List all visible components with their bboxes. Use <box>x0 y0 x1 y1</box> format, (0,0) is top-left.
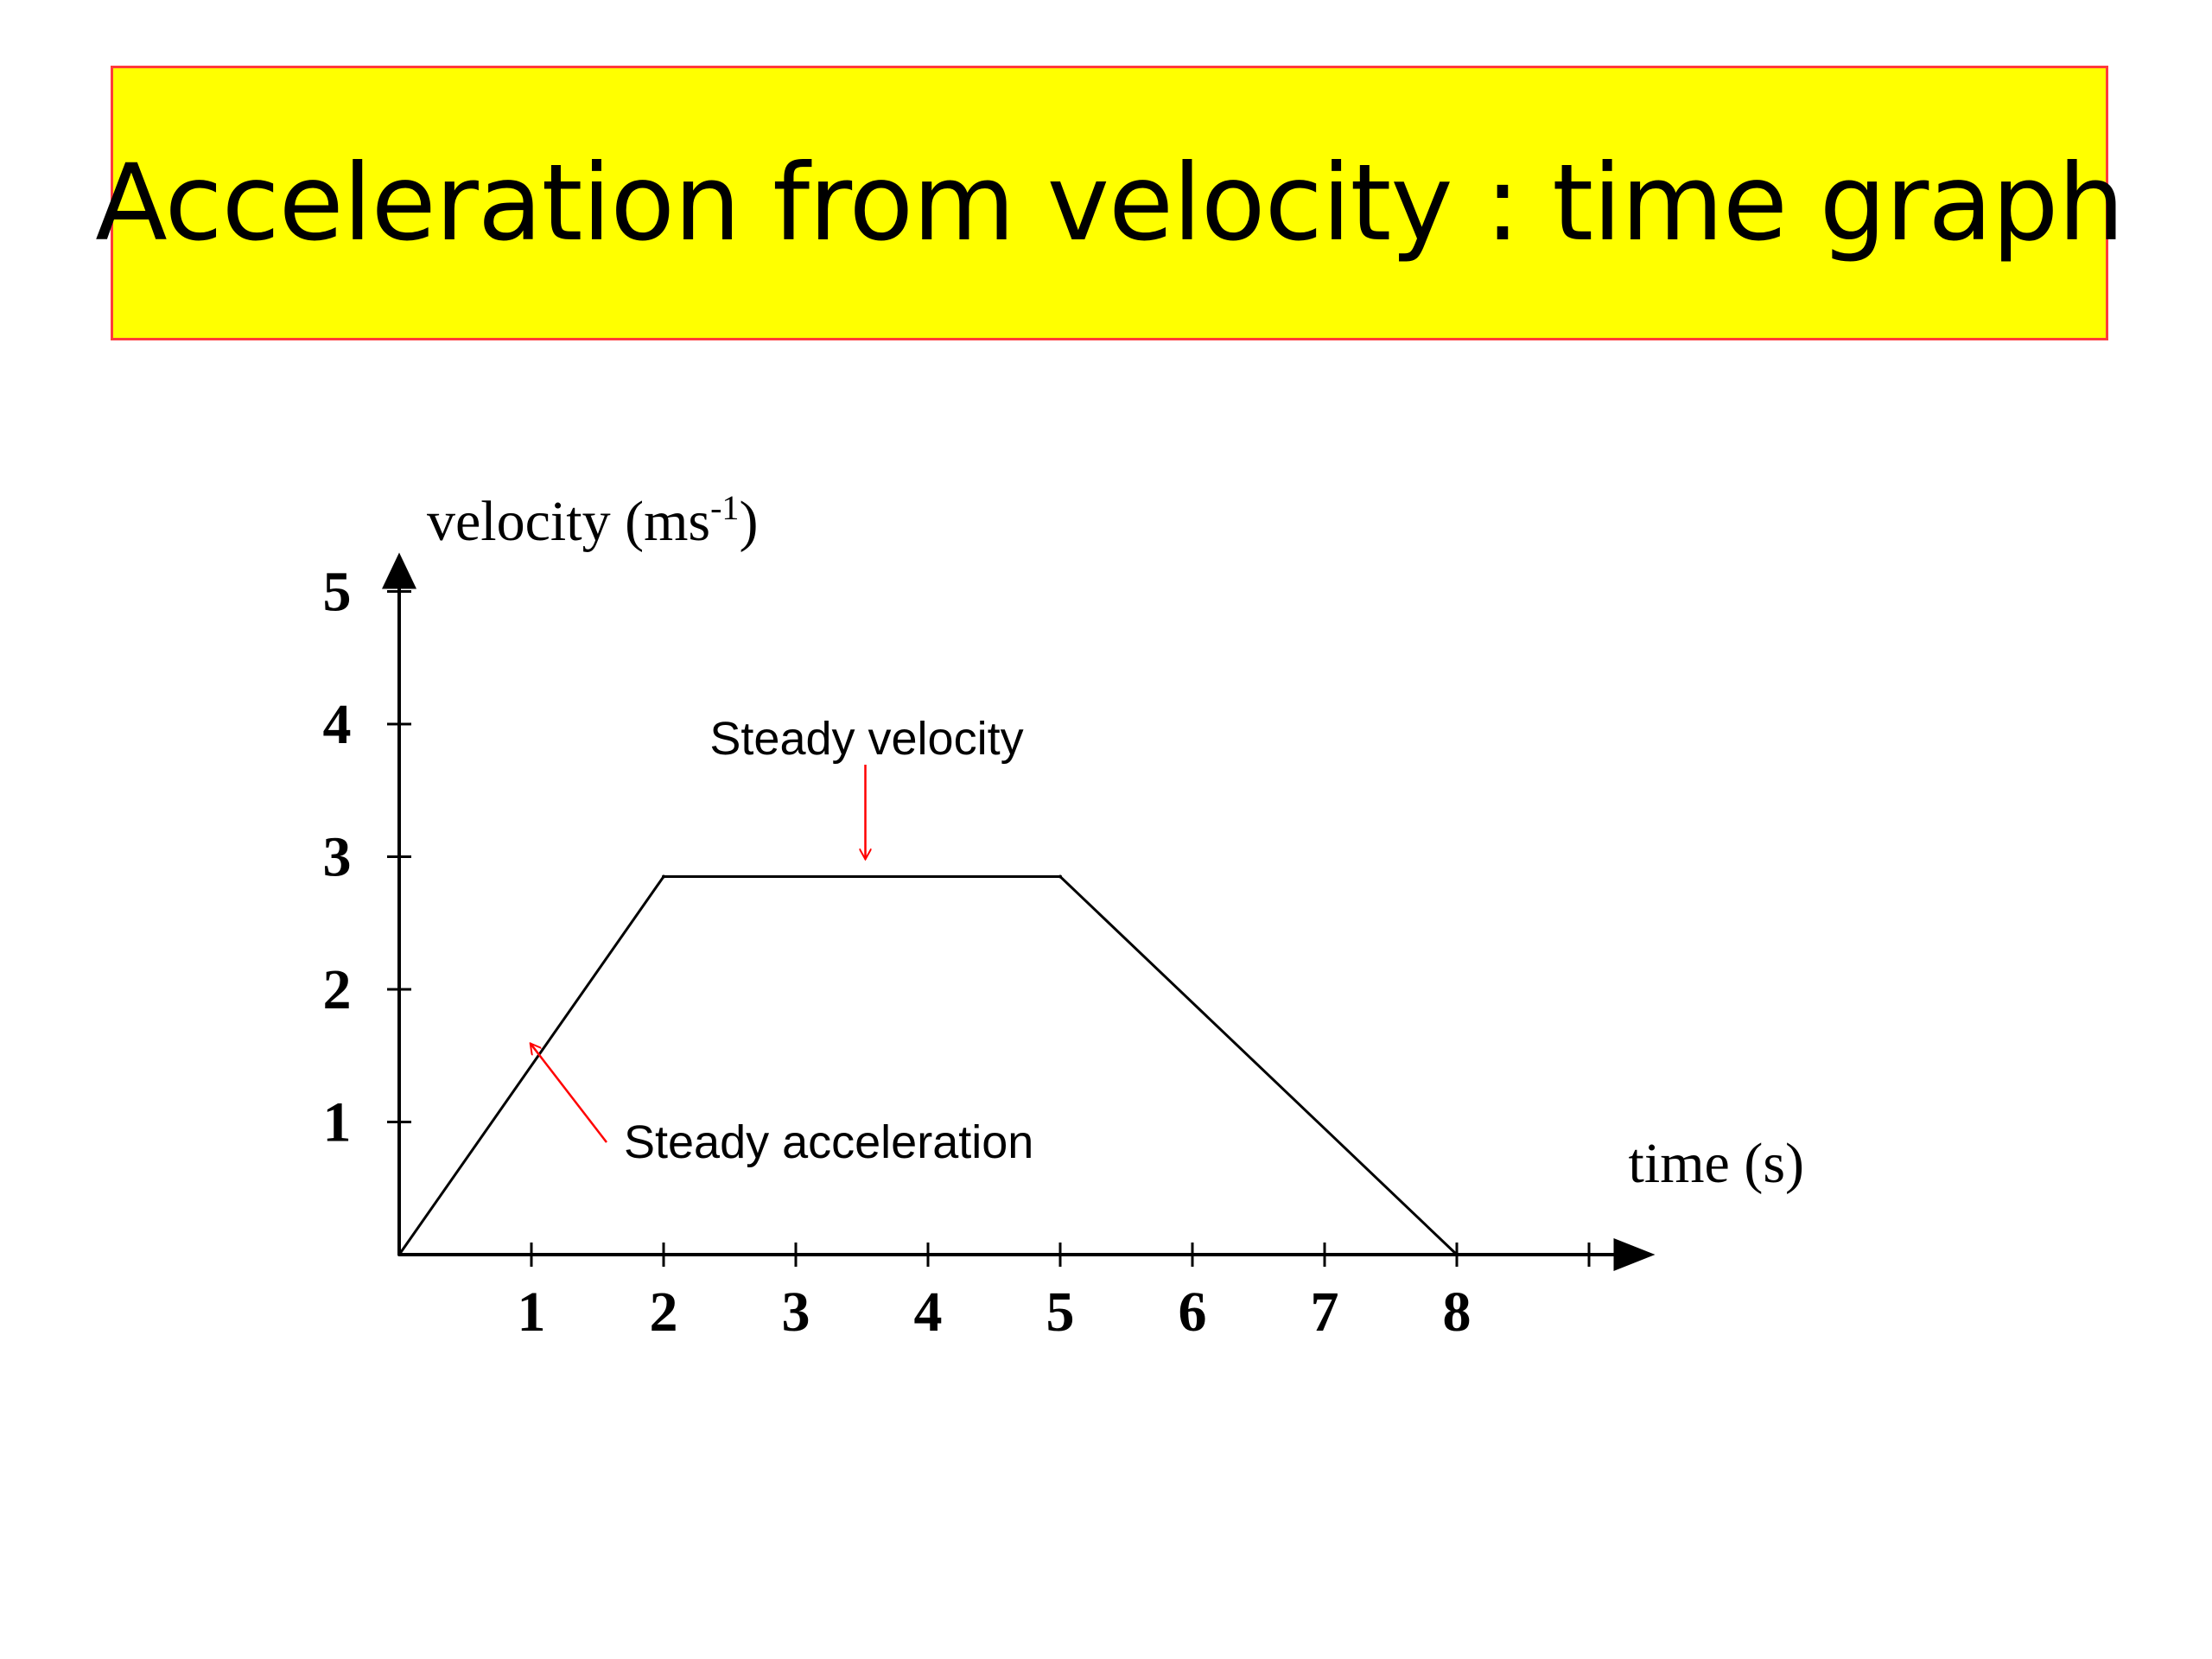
steady-velocity-label: Steady velocity <box>709 713 1023 765</box>
x-tick-label: 1 <box>518 1281 546 1344</box>
y-tick-label: 2 <box>323 958 352 1021</box>
y-axis-label: velocity (ms-1) <box>427 488 758 553</box>
x-tick-label: 2 <box>650 1281 678 1344</box>
velocity-point <box>1455 1253 1459 1256</box>
x-tick-label: 4 <box>914 1281 943 1344</box>
y-tick-label: 4 <box>323 693 352 756</box>
velocity-line <box>397 875 1459 1256</box>
annotations: Steady velocity Steady acceleration <box>531 713 1033 1168</box>
steady-acceleration-arrow <box>531 1043 607 1143</box>
x-tick-label: 5 <box>1046 1281 1075 1344</box>
y-axis-arrowhead <box>382 552 416 589</box>
ticks: 1 2 3 4 5 6 7 8 1 2 3 4 5 <box>323 561 1591 1344</box>
series-layer <box>397 874 1459 1256</box>
x-tick-label: 8 <box>1443 1281 1471 1344</box>
velocity-point <box>1058 874 1062 879</box>
x-tick-label: 6 <box>1179 1281 1207 1344</box>
y-tick-label: 3 <box>323 826 352 889</box>
steady-acceleration-label: Steady acceleration <box>624 1116 1033 1168</box>
y-tick-label: 1 <box>323 1091 352 1154</box>
slide-title: Acceleration from velocity : time graph <box>95 142 2125 264</box>
velocity-point <box>397 1253 401 1256</box>
x-axis-label: time (s) <box>1629 1132 1804 1195</box>
x-axis-arrowhead <box>1613 1238 1656 1271</box>
axis-labels: velocity (ms-1) time (s) <box>427 488 1804 1195</box>
y-tick-label: 5 <box>323 561 352 624</box>
axes <box>382 552 1656 1271</box>
x-tick-label: 3 <box>782 1281 810 1344</box>
slide-title-box: Acceleration from velocity : time graph <box>95 66 2125 340</box>
x-tick-label: 7 <box>1311 1281 1339 1344</box>
velocity-point <box>662 874 665 879</box>
